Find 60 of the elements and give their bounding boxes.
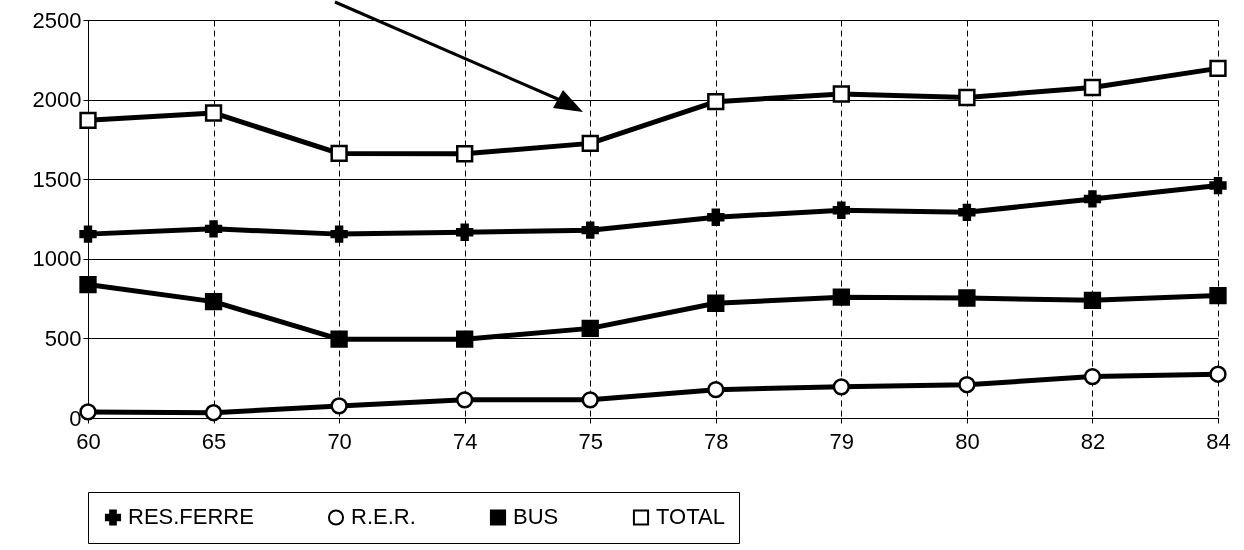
- x-tick-label: 78: [704, 428, 729, 454]
- point: [958, 289, 976, 307]
- point: [456, 330, 474, 348]
- point: [79, 403, 97, 421]
- point: [330, 397, 348, 415]
- y-tick-label: 1500: [32, 166, 82, 192]
- y-tick-label: 500: [44, 325, 82, 351]
- point: [79, 111, 97, 129]
- point: [204, 292, 223, 311]
- point: [958, 88, 976, 107]
- x-tick-label: 60: [76, 428, 101, 454]
- point: [581, 134, 599, 153]
- y-tick-label: 2500: [32, 7, 82, 33]
- x-tick-label: 65: [201, 428, 227, 454]
- point: [707, 93, 725, 111]
- y-tick-label: 2000: [32, 87, 82, 113]
- point: [1083, 78, 1102, 97]
- point: [456, 223, 474, 241]
- point: [204, 104, 223, 122]
- point: [330, 330, 348, 348]
- point: [1209, 286, 1227, 305]
- point: [330, 225, 348, 243]
- y-tick-label: 0: [69, 405, 82, 431]
- point: [79, 275, 97, 294]
- point: [581, 319, 599, 338]
- legend-label: R.E.R.: [351, 504, 416, 530]
- point: [707, 294, 725, 312]
- point: [832, 201, 850, 219]
- x-tick-label: 79: [829, 428, 855, 454]
- x-tick-label: 84: [1206, 428, 1231, 454]
- point: [832, 378, 850, 396]
- point: [204, 220, 223, 238]
- point: [1083, 367, 1102, 386]
- point: [456, 391, 474, 409]
- x-tick-label: 75: [578, 428, 603, 454]
- point: [1209, 176, 1227, 195]
- point: [1209, 365, 1227, 383]
- point: [581, 391, 599, 409]
- point: [1209, 59, 1227, 78]
- point: [958, 376, 976, 394]
- x-tick-label: 74: [452, 428, 478, 454]
- point: [330, 144, 348, 163]
- y-tick-label: 1000: [32, 246, 82, 272]
- point: [832, 85, 850, 103]
- x-tick-label: 82: [1080, 428, 1106, 454]
- x-tick-label: 70: [327, 428, 352, 454]
- point: [958, 203, 976, 221]
- point: [1083, 190, 1102, 208]
- point: [832, 288, 850, 306]
- point: [707, 208, 725, 226]
- legend-label: BUS: [513, 504, 559, 530]
- point: [79, 225, 97, 243]
- x-tick-label: 80: [955, 428, 980, 454]
- point: [204, 404, 223, 422]
- point: [456, 145, 474, 163]
- point: [1083, 291, 1102, 310]
- point: [707, 381, 725, 399]
- point: [581, 221, 599, 239]
- legend-label: TOTAL: [656, 504, 725, 530]
- legend-label: RES.FERRE: [128, 504, 254, 530]
